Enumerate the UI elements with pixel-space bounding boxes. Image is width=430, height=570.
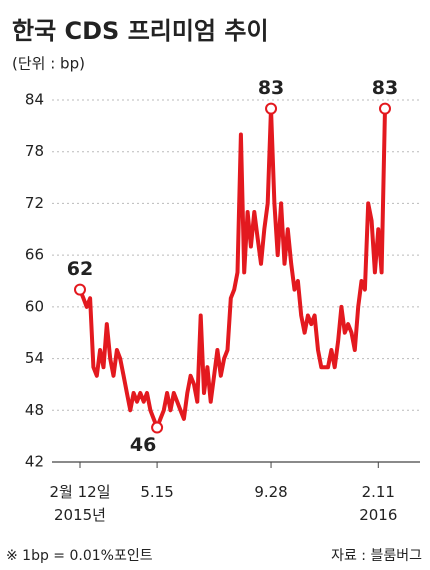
line xyxy=(78,106,387,430)
y-tick-label: 42 xyxy=(25,453,44,471)
data-label: 62 xyxy=(67,258,93,280)
y-tick-label: 54 xyxy=(25,349,44,367)
chart-title: 한국 CDS 프리미엄 추이 xyxy=(12,17,269,45)
x-tick-label: 5.15 xyxy=(140,483,174,501)
data-label: 83 xyxy=(372,77,398,99)
marker xyxy=(151,421,164,434)
y-tick-label: 84 xyxy=(25,91,44,109)
y-tick-label: 48 xyxy=(25,401,44,419)
data-label: 46 xyxy=(130,434,156,456)
source: 자료 : 블룸버그 xyxy=(331,548,422,564)
marker xyxy=(379,102,391,115)
marker xyxy=(74,283,86,296)
marker xyxy=(265,102,278,115)
y-tick-label: 66 xyxy=(25,246,44,264)
x-tick-label: 2.11 2016 xyxy=(359,483,398,524)
x-tick-label: 9.28 xyxy=(254,483,288,501)
y-tick-label: 60 xyxy=(25,297,44,315)
subtitle: (단위 : bp) xyxy=(12,55,85,73)
y-tick-label: 78 xyxy=(25,142,44,160)
y-tick-label: 72 xyxy=(25,194,44,212)
data-label: 83 xyxy=(258,77,284,99)
x-tick-label: 2월 12일 2015년 xyxy=(49,483,111,524)
note: ※ 1bp = 0.01%포인트 xyxy=(6,548,153,564)
